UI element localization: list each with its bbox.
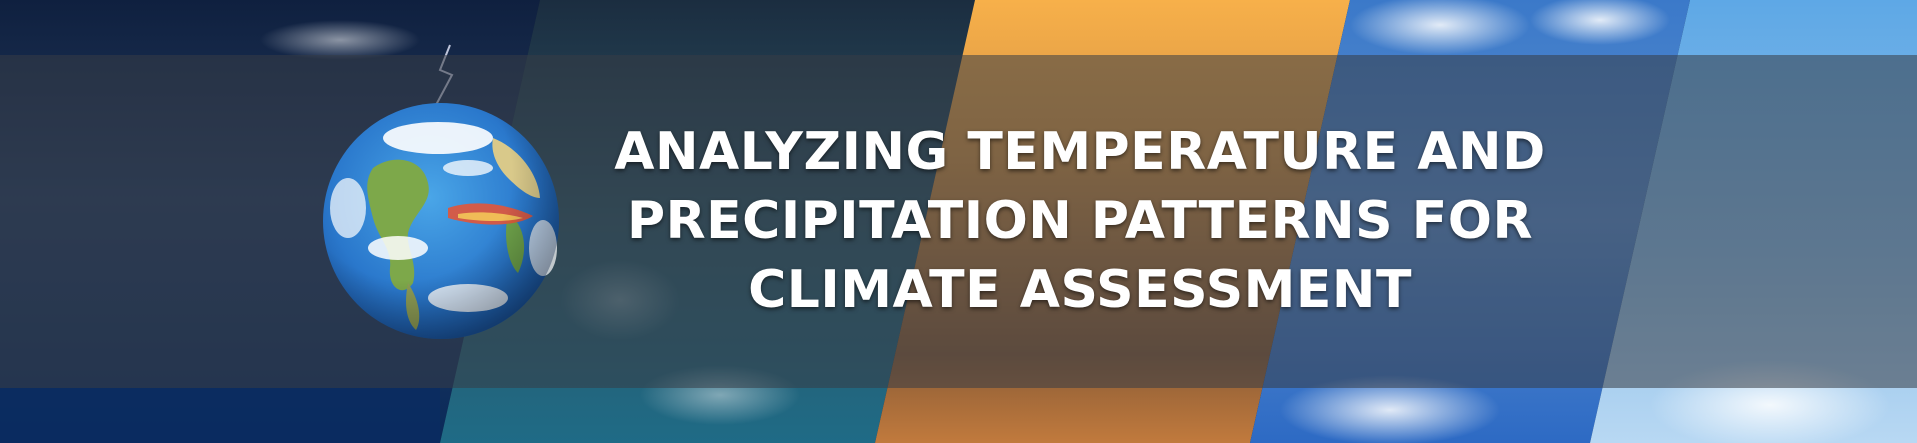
title-line-3: CLIMATE ASSESSMENT xyxy=(748,260,1412,320)
earth-globe-icon xyxy=(318,98,564,344)
title-line-1: ANALYZING TEMPERATURE AND xyxy=(614,122,1546,182)
banner-title: ANALYZING TEMPERATURE AND PRECIPITATION … xyxy=(560,118,1600,325)
title-overlay-band xyxy=(0,55,1917,388)
title-line-2: PRECIPITATION PATTERNS FOR xyxy=(626,191,1533,251)
